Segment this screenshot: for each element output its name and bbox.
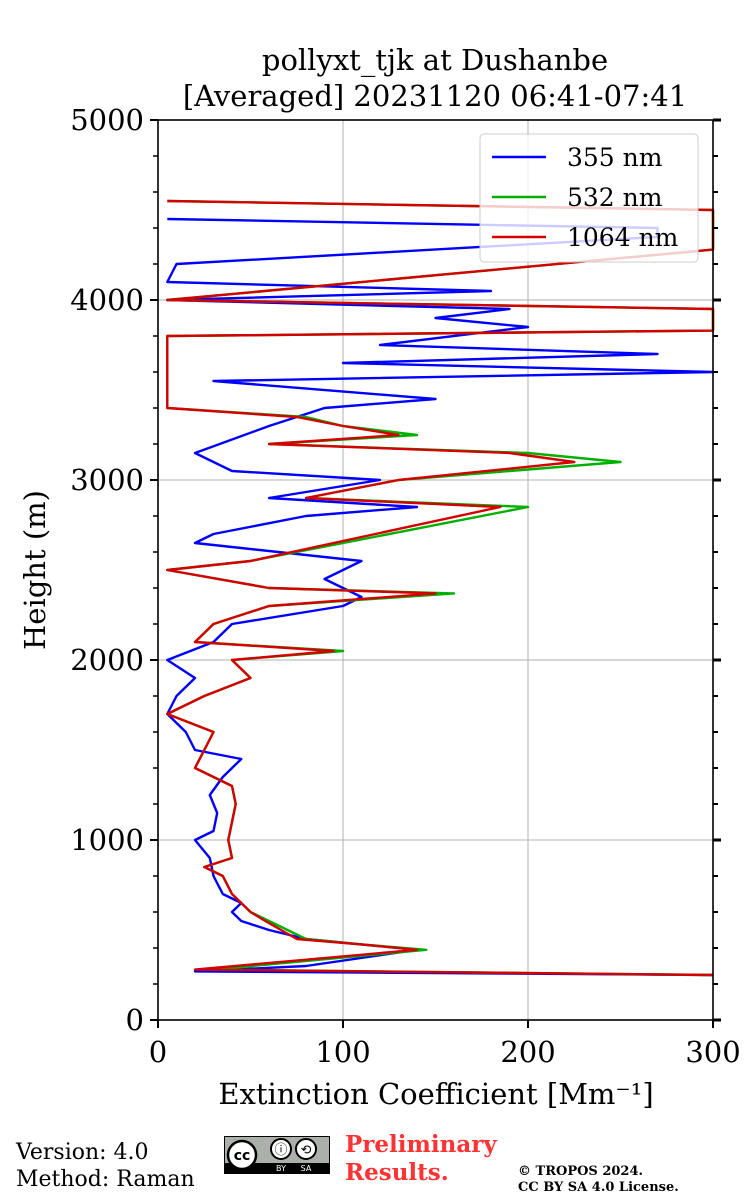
sa-symbol: ⟲ bbox=[301, 1143, 312, 1158]
method-text: Method: Raman bbox=[16, 1167, 195, 1192]
y-tick-label-3: 3000 bbox=[70, 463, 144, 497]
series-line-2 bbox=[166, 199, 715, 977]
y-tick-label-5: 5000 bbox=[70, 103, 144, 137]
legend-label-2: 1064 nm bbox=[567, 223, 679, 252]
chart-subtitle: [Averaged] 20231120 06:41-07:41 bbox=[183, 79, 687, 113]
series-group bbox=[166, 199, 715, 977]
copyright-note: © TROPOS 2024. CC BY SA 4.0 License. bbox=[518, 1164, 679, 1196]
y-tick-label-1: 1000 bbox=[70, 823, 144, 857]
by-label: BY bbox=[276, 1164, 286, 1173]
copyright-line-2: CC BY SA 4.0 License. bbox=[518, 1180, 679, 1195]
y-tick-label-0: 0 bbox=[126, 1003, 144, 1037]
axis-ticks bbox=[150, 118, 721, 1028]
preliminary-note: Preliminary Results. bbox=[345, 1131, 497, 1187]
legend-label-1: 532 nm bbox=[567, 183, 663, 212]
y-tick-label-2: 2000 bbox=[70, 643, 144, 677]
preliminary-line-2: Results. bbox=[345, 1159, 449, 1186]
version-text: Version: 4.0 bbox=[16, 1140, 149, 1165]
sa-label: SA bbox=[301, 1164, 312, 1173]
x-tick-label-3: 300 bbox=[685, 1035, 740, 1069]
x-axis-label: Extinction Coefficient [Mm⁻¹] bbox=[218, 1077, 653, 1111]
extinction-chart: pollyxt_tjk at Dushanbe [Averaged] 20231… bbox=[18, 43, 741, 1111]
legend-label-0: 355 nm bbox=[567, 143, 663, 172]
copyright-line-1: © TROPOS 2024. bbox=[518, 1164, 644, 1179]
legend: 355 nm 532 nm 1064 nm bbox=[479, 133, 699, 263]
series-line-0 bbox=[166, 217, 715, 977]
x-tick-label-1: 100 bbox=[315, 1035, 370, 1069]
grid-lines bbox=[158, 120, 713, 1020]
x-tick-label-0: 0 bbox=[149, 1035, 167, 1069]
y-axis-label: Height (m) bbox=[18, 490, 52, 650]
y-tick-label-4: 4000 bbox=[70, 283, 144, 317]
x-tick-label-2: 200 bbox=[500, 1035, 555, 1069]
footer-info: Version: 4.0 Method: Raman bbox=[16, 1139, 195, 1193]
by-symbol: ⓘ bbox=[274, 1143, 287, 1158]
cc-symbol: cc bbox=[234, 1148, 251, 1164]
preliminary-line-1: Preliminary bbox=[345, 1131, 497, 1158]
chart-title: pollyxt_tjk at Dushanbe bbox=[262, 43, 608, 78]
cc-by-sa-icon: cc ⓘ ⟲ BY SA bbox=[224, 1136, 330, 1174]
plot-frame bbox=[157, 119, 714, 1021]
legend-box bbox=[479, 133, 699, 263]
